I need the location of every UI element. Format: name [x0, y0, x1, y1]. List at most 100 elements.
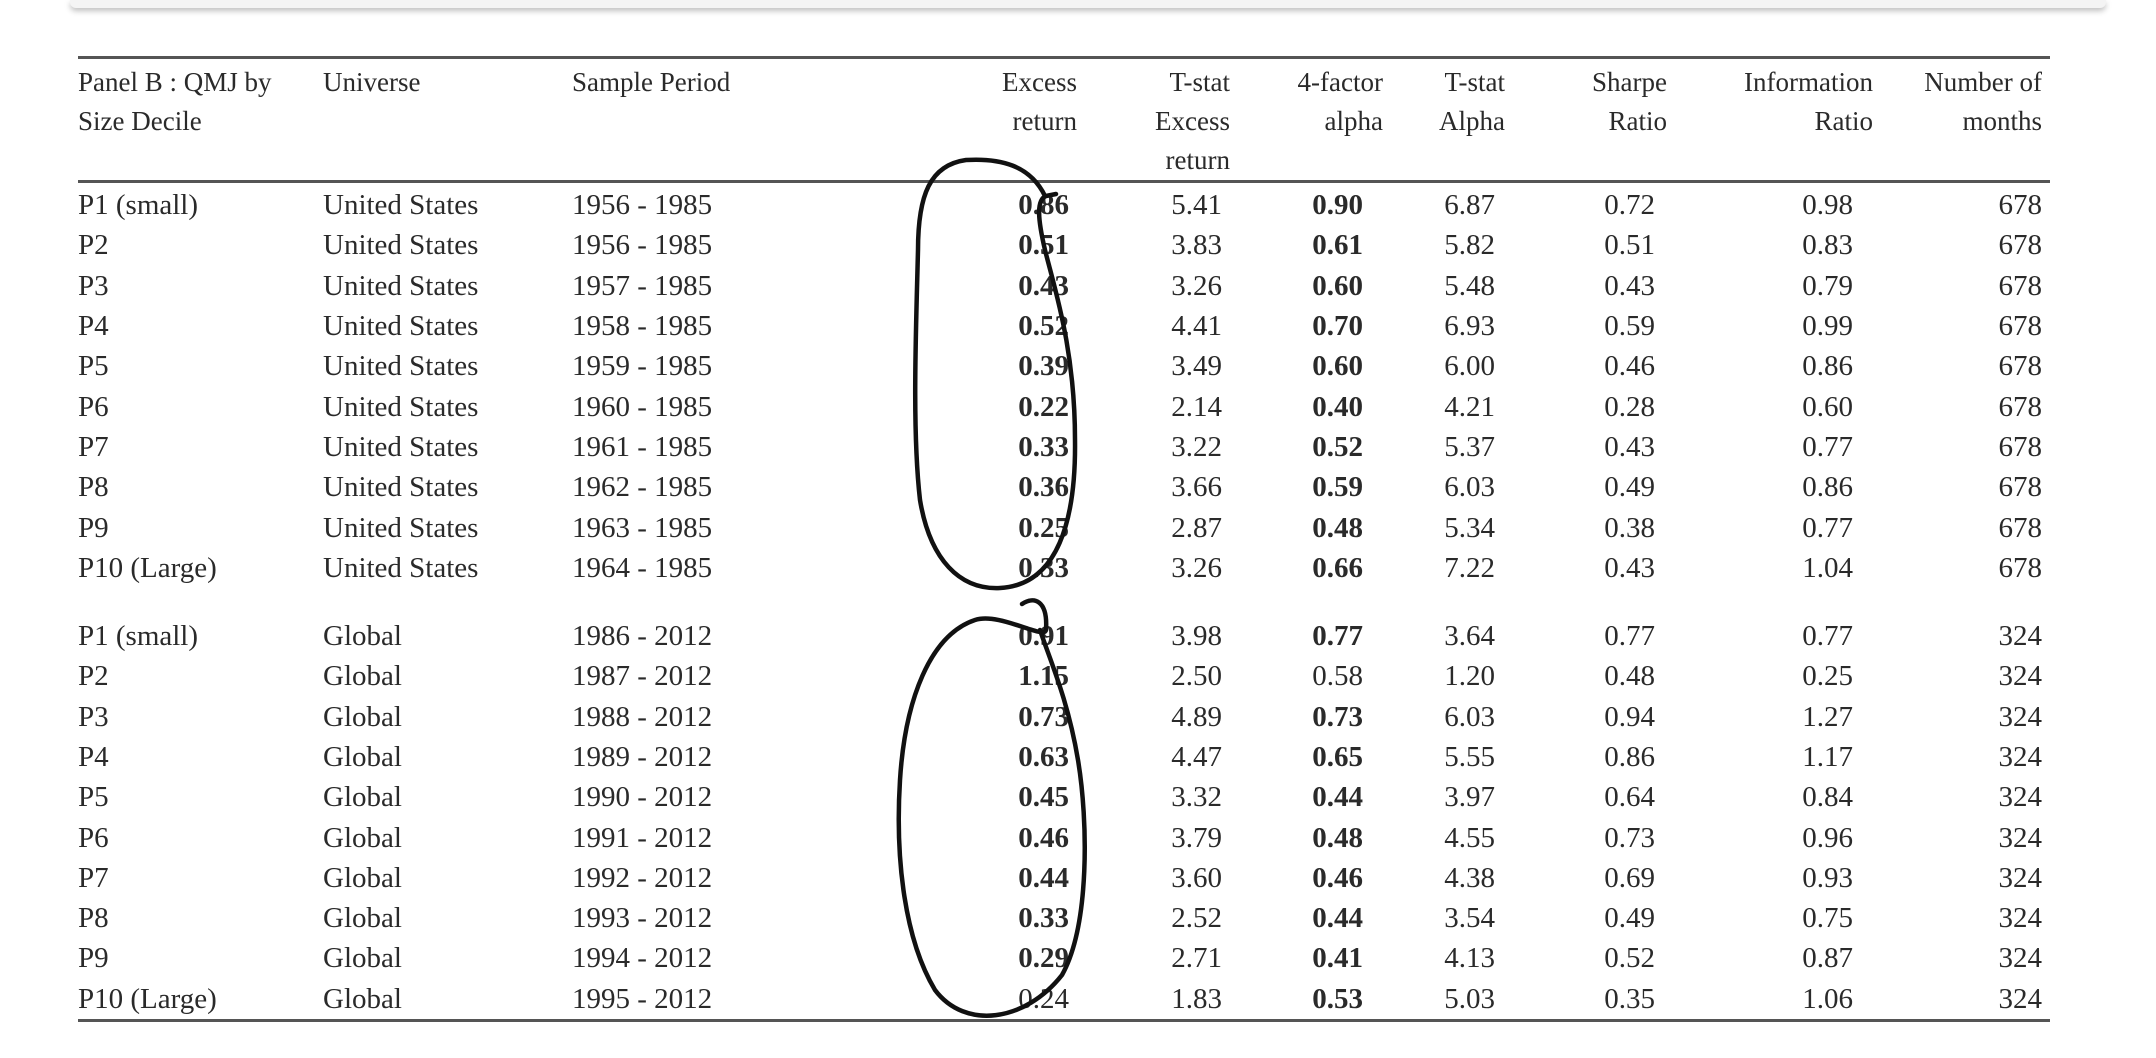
- global-row-6: P6 Global 1991 - 2012 0.46 3.79 0.48 4.55 0.73 0…: [78, 817, 2050, 857]
- cell-sample-period: 1994 - 2012: [572, 942, 713, 975]
- cell-tstat-excess: 3.49: [1171, 350, 1222, 383]
- us-row-1: P1 (small) United States 1956 - 1985 0.86 5.…: [78, 182, 2050, 226]
- cell-excess-return: 0.63: [1018, 741, 1069, 773]
- global-row-5: P5 Global 1990 - 2012 0.45 3.32 0.44 3.97 0.64 0…: [78, 777, 2050, 817]
- cell-sample-period: 1956 - 1985: [572, 229, 713, 262]
- cell-universe: Global: [323, 741, 402, 773]
- global-row-1: P1 (small) Global 1986 - 2012 0.91 3.98 0.77 3…: [78, 616, 2050, 656]
- cell-months: 678: [1998, 229, 2043, 262]
- cell-sharpe: 0.94: [1604, 700, 1655, 733]
- window-top-edge: [70, 0, 2106, 8]
- cell-sample-period: 1956 - 1985: [572, 189, 713, 222]
- cell-months: 678: [1998, 350, 2043, 383]
- cell-decile: P4: [78, 310, 109, 343]
- cell-tstat-excess: 2.52: [1171, 902, 1222, 935]
- cell-universe: Global: [323, 902, 402, 935]
- cell-months: 324: [1998, 620, 2043, 653]
- cell-alpha: 0.77: [1312, 620, 1363, 653]
- cell-months: 678: [1998, 310, 2043, 343]
- cell-sharpe: 0.48: [1604, 660, 1655, 693]
- header-information-ratio: Information Ratio: [1695, 56, 1881, 183]
- us-row-6: P6 United States 1960 - 1985 0.22 2.14 0.40 4.…: [78, 386, 2050, 426]
- cell-info-ratio: 0.60: [1802, 390, 1853, 423]
- cell-tstat-excess: 1.83: [1077, 978, 1230, 1022]
- cell-tstat-alpha: 4.38: [1444, 861, 1495, 894]
- cell-months: 324: [1998, 741, 2043, 773]
- cell-sharpe: 0.52: [1604, 942, 1655, 975]
- us-row-4: P4 United States 1958 - 1985 0.52 4.41 0.70 6.…: [78, 306, 2050, 346]
- cell-alpha: 0.58: [1312, 660, 1363, 693]
- cell-info-ratio: 0.98: [1802, 189, 1853, 222]
- cell-info-ratio: 0.84: [1802, 781, 1853, 814]
- cell-info-ratio: 0.25: [1802, 660, 1853, 693]
- cell-months: 324: [1998, 942, 2043, 975]
- cell-excess-return: 0.44: [1018, 861, 1069, 894]
- cell-decile: P6: [78, 390, 109, 423]
- cell-sample-period: 1958 - 1985: [572, 310, 713, 343]
- cell-sharpe: 0.38: [1604, 511, 1655, 544]
- cell-universe: United States: [323, 551, 479, 584]
- us-row-8: P8 United States 1962 - 1985 0.36 3.66 0.59 6.…: [78, 467, 2050, 507]
- cell-excess-return: 0.24: [837, 978, 1077, 1022]
- cell-tstat-excess: 3.79: [1171, 821, 1222, 854]
- header-four-factor-alpha: 4-factor alpha: [1230, 56, 1383, 183]
- cell-excess-return: 0.33: [1018, 551, 1069, 584]
- cell-tstat-excess: 3.83: [1171, 229, 1222, 262]
- cell-alpha: 0.70: [1312, 310, 1363, 343]
- cell-alpha: 0.53: [1230, 978, 1383, 1022]
- cell-excess-return: 0.22: [1018, 390, 1069, 423]
- cell-universe: Global: [323, 660, 402, 693]
- header-tstat-excess: T-stat Excess return: [1077, 56, 1230, 183]
- cell-tstat-alpha: 4.21: [1444, 390, 1495, 423]
- cell-tstat-alpha: 4.13: [1444, 942, 1495, 975]
- header-sharpe-ratio: Sharpe Ratio: [1535, 56, 1695, 183]
- cell-alpha: 0.40: [1312, 390, 1363, 423]
- header-sample-period: Sample Period: [572, 56, 837, 183]
- cell-decile: P9: [78, 942, 109, 975]
- results-table-container: Panel B : QMJ by Size Decile Universe Sam…: [78, 56, 2050, 1022]
- cell-sharpe: 0.59: [1604, 310, 1655, 343]
- cell-universe: United States: [323, 390, 479, 423]
- cell-excess-return: 0.33: [1018, 902, 1069, 935]
- cell-universe: Global: [323, 861, 402, 894]
- cell-universe: Global: [323, 620, 402, 653]
- cell-decile: P2: [78, 660, 109, 693]
- header-number-of-months: Number of months: [1881, 56, 2050, 183]
- cell-info-ratio: 0.79: [1802, 269, 1853, 302]
- header-universe: Universe: [323, 56, 572, 183]
- cell-sample-period: 1992 - 2012: [572, 861, 713, 894]
- cell-excess-return: 0.33: [1018, 430, 1069, 463]
- cell-sample-period: 1964 - 1985: [572, 551, 713, 584]
- us-row-7: P7 United States 1961 - 1985 0.33 3.22 0.52 5.…: [78, 427, 2050, 467]
- cell-decile: P8: [78, 471, 109, 504]
- cell-info-ratio: 0.77: [1802, 620, 1853, 653]
- cell-sample-period: 1991 - 2012: [572, 821, 713, 854]
- cell-months: 324: [1998, 902, 2043, 935]
- cell-sharpe: 0.86: [1604, 741, 1655, 773]
- cell-universe: United States: [323, 471, 479, 504]
- global-row-7: P7 Global 1992 - 2012 0.44 3.60 0.46 4.38 0.69 0…: [78, 858, 2050, 898]
- global-row-9: P9 Global 1994 - 2012 0.29 2.71 0.41 4.13 0.52 0…: [78, 938, 2050, 978]
- cell-info-ratio: 1.17: [1802, 741, 1853, 773]
- cell-info-ratio: 0.77: [1802, 511, 1853, 544]
- cell-universe: United States: [323, 350, 479, 383]
- global-row-3: P3 Global 1988 - 2012 0.73 4.89 0.73 6.03 0.94 1…: [78, 697, 2050, 737]
- cell-info-ratio: 1.27: [1802, 700, 1853, 733]
- cell-universe: Global: [323, 942, 402, 975]
- cell-tstat-alpha: 5.55: [1444, 741, 1495, 773]
- cell-tstat-excess: 3.32: [1171, 781, 1222, 814]
- cell-sharpe: 0.49: [1604, 902, 1655, 935]
- global-row-10: P10 (Large) Global 1995 - 2012 0.24 1.83 0.53…: [78, 978, 2050, 1022]
- cell-alpha: 0.41: [1312, 942, 1363, 975]
- cell-alpha: 0.46: [1312, 861, 1363, 894]
- cell-tstat-alpha: 1.20: [1444, 660, 1495, 693]
- cell-excess-return: 0.43: [1018, 269, 1069, 302]
- cell-tstat-alpha: 6.03: [1444, 471, 1495, 504]
- cell-universe: United States: [323, 511, 479, 544]
- cell-info-ratio: 0.99: [1802, 310, 1853, 343]
- cell-universe: United States: [323, 189, 479, 222]
- cell-sample-period: 1989 - 2012: [572, 741, 713, 773]
- cell-alpha: 0.66: [1312, 551, 1363, 584]
- cell-sharpe: 0.73: [1604, 821, 1655, 854]
- cell-alpha: 0.60: [1312, 269, 1363, 302]
